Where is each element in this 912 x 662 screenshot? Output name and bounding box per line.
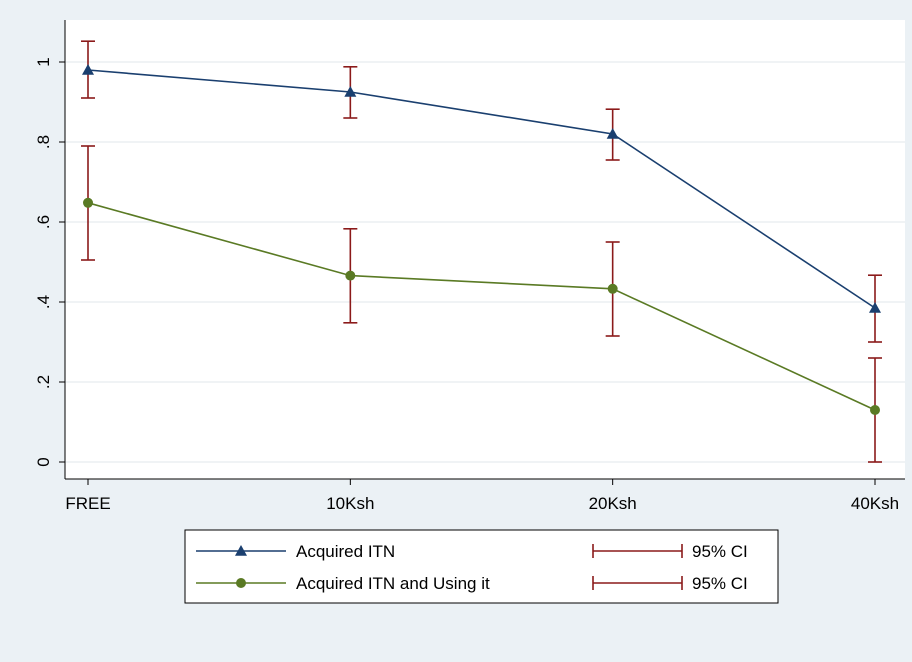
series-line-0 bbox=[87, 69, 876, 309]
series-1-point-0 bbox=[83, 197, 93, 208]
y-tick-label-0: 0 bbox=[34, 457, 53, 466]
legend-item-1: Acquired ITN and Using it 95% CI bbox=[196, 574, 748, 593]
y-tick-label-4: .8 bbox=[34, 135, 53, 149]
series-lines bbox=[82, 64, 881, 415]
y-tick-label-5: 1 bbox=[34, 57, 53, 66]
legend-marker-1 bbox=[236, 578, 246, 588]
series-0-point-2 bbox=[606, 128, 619, 139]
series-1-point-3 bbox=[870, 405, 880, 415]
legend-box bbox=[184, 529, 779, 604]
series-1-point-1 bbox=[345, 270, 356, 281]
x-tick-label-0: FREE bbox=[65, 494, 110, 513]
legend-label-0: Acquired ITN bbox=[296, 542, 395, 561]
gridlines bbox=[65, 61, 905, 463]
x-tick-label-1: 10Ksh bbox=[326, 494, 374, 513]
series-0-point-0 bbox=[82, 64, 94, 75]
x-tick-label-2: 20Ksh bbox=[589, 494, 637, 513]
legend-ci-label-0: 95% CI bbox=[692, 542, 748, 561]
x-tick-label-3: 40Ksh bbox=[851, 494, 899, 513]
y-tick-label-2: .4 bbox=[34, 295, 53, 309]
series-0-point-1 bbox=[344, 86, 357, 97]
y-tick-label-3: .6 bbox=[34, 215, 53, 229]
legend-item-0: Acquired ITN 95% CI bbox=[196, 542, 748, 561]
series-0-point-3 bbox=[869, 302, 881, 313]
plot-background bbox=[65, 20, 905, 479]
legend-label-1: Acquired ITN and Using it bbox=[296, 574, 490, 593]
series-1-point-2 bbox=[607, 283, 618, 294]
legend-marker-0 bbox=[235, 545, 247, 556]
axes: 0 .2 .4 .6 .8 1 FREE 10Ksh 20Ksh 40Ksh bbox=[34, 20, 905, 513]
y-tick-label-1: .2 bbox=[34, 375, 53, 389]
legend-ci-label-1: 95% CI bbox=[692, 574, 748, 593]
series-line-1 bbox=[87, 202, 876, 411]
